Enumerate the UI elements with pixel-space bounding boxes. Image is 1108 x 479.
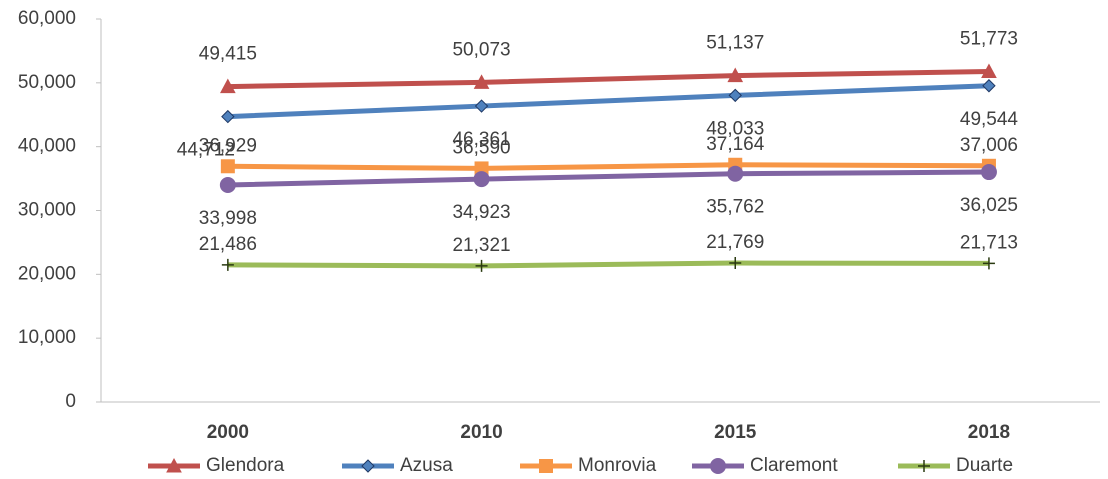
legend-item: Claremont [692,455,838,476]
x-tick-label: 2015 [714,422,757,443]
series-line [227,169,989,188]
series: 49,415 50,073 51,137 51,773 [199,29,1018,94]
legend-item: Glendora [148,455,285,476]
series-line [227,69,989,90]
marker [980,164,997,181]
marker [982,79,996,93]
data-label: 21,321 [452,235,510,256]
series: 44,712 46,361 48,033 49,544 [177,79,1019,161]
y-tick-label: 60,000 [18,8,76,29]
y-tick-label: 50,000 [18,72,76,93]
y-tick-label: 10,000 [18,327,76,348]
y-tick-label: 30,000 [18,200,76,221]
marker [474,99,489,113]
marker [475,259,488,272]
marker [729,257,742,270]
marker [221,109,235,124]
marker [221,258,234,271]
series: 33,998 34,923 35,762 36,025 [199,164,1018,229]
y-tick-label: 0 [65,391,76,412]
marker [220,159,235,174]
legend-item: Duarte [898,455,1013,476]
marker [220,78,236,94]
data-label: 51,137 [706,33,764,54]
x-tick-label: 2010 [460,422,502,443]
x-tick-label: 2000 [207,422,249,443]
series-line [227,260,989,269]
data-label: 21,713 [960,232,1018,253]
data-label: 36,590 [452,137,510,158]
data-label: 49,544 [960,109,1019,130]
marker [982,257,995,270]
y-tick-label: 40,000 [18,136,76,157]
data-label: 34,923 [452,202,510,223]
legend-label: Monrovia [578,455,657,476]
data-label: 21,769 [706,232,764,253]
marker [727,67,744,83]
marker [219,176,236,193]
marker [727,165,744,182]
legend-label: Glendora [206,455,285,476]
legend-label: Azusa [400,455,453,476]
data-label: 50,073 [452,39,510,60]
data-label: 36,025 [960,195,1018,216]
legend-item: Azusa [342,455,453,476]
data-label: 35,762 [706,197,764,218]
series-line [227,83,990,120]
data-label: 37,164 [706,134,765,155]
data-label: 51,773 [960,29,1018,50]
marker [473,171,490,188]
legend-item: Monrovia [520,455,657,476]
marker [166,457,182,473]
data-label: 33,998 [199,208,257,229]
marker [710,458,726,474]
data-label: 49,415 [199,44,257,65]
marker [918,460,930,472]
marker [539,459,553,473]
series: 21,486 21,321 21,769 21,713 [199,232,1018,272]
marker [728,88,742,103]
data-label: 48,033 [706,118,764,139]
marker [361,459,375,473]
x-tick-label: 2018 [968,422,1010,443]
data-label: 21,486 [199,234,257,255]
marker [473,74,490,89]
legend-label: Duarte [956,455,1013,476]
data-label: 36,929 [199,135,257,156]
data-label: 37,006 [960,135,1018,156]
legend-label: Claremont [750,455,838,476]
series-line [227,162,989,171]
data-label: 44,712 [177,140,235,161]
series: 36,929 36,590 37,164 37,006 [199,134,1018,176]
data-label: 46,361 [452,129,510,150]
y-tick-label: 20,000 [18,263,76,284]
marker [981,63,997,79]
